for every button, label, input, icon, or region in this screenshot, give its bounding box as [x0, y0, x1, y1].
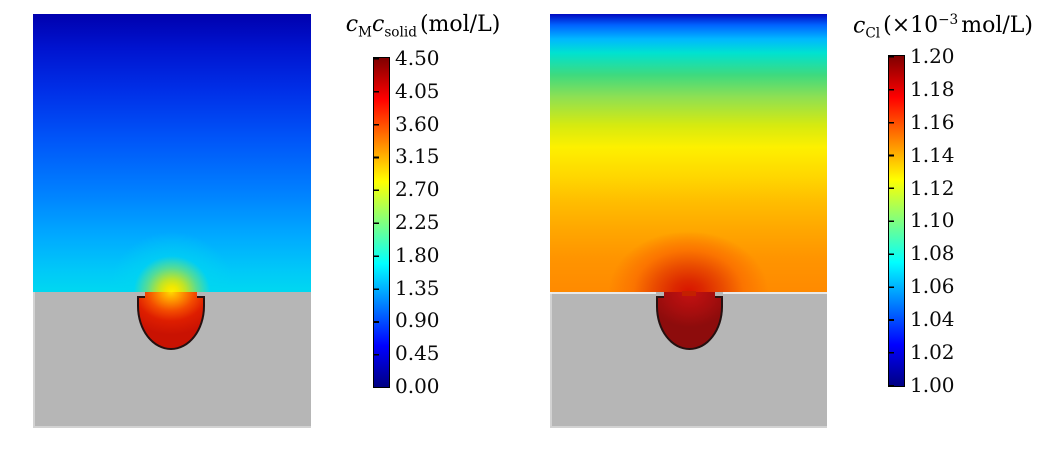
- colorbar-tick-labels-right: 1.20 1.18 1.16 1.14 1.12 1.10 1.08 1.06 1.04 1.02…: [910, 46, 970, 395]
- colorbar-tick-label: 1.06: [910, 274, 955, 299]
- colorbar-tick-label: 1.14: [910, 142, 955, 167]
- unit-label: mol/L): [961, 13, 1033, 39]
- subscript-solid: solid: [384, 24, 417, 41]
- colorbar-left: [373, 57, 390, 388]
- colorbar-tick-label: 1.04: [910, 307, 955, 332]
- colorbar-tick-label: 1.10: [910, 208, 955, 233]
- colorbar-tick-label: 1.08: [910, 241, 955, 266]
- colorbar-title-left: cMcsolid (mol/L): [325, 12, 521, 40]
- right-heatmap-panel: [550, 14, 827, 428]
- scale-prefix: (×10: [883, 13, 939, 39]
- colorbar-tick-label: 4.05: [395, 78, 440, 103]
- colorbar-tick-label: 0.00: [395, 373, 440, 398]
- symbol-c: c: [345, 12, 359, 37]
- pit-lip-left: [137, 292, 145, 298]
- symbol-c: c: [853, 13, 866, 39]
- colorbar-group-right: cCl (×10−3 mol/L) 1.20 1.18 1.16 1.14 1.12 1.10…: [838, 10, 1048, 410]
- colorbar-group-left: cMcsolid (mol/L) 4.50 4.05 3.60 3.15 2.70 2.25…: [325, 10, 521, 410]
- subscript-Cl: Cl: [865, 25, 881, 42]
- colorbar-tick-label: 3.15: [395, 144, 440, 169]
- colorbar-right: [888, 55, 905, 387]
- colorbar-tick-label: 0.90: [395, 308, 440, 333]
- colorbar-title-right: cCl (×10−3 mol/L): [838, 12, 1048, 42]
- colorbar-tick-label: 0.45: [395, 341, 440, 366]
- symbol-c: c: [371, 12, 385, 37]
- pit-lip-left: [656, 292, 664, 298]
- colorbar-tick-label: 1.80: [395, 242, 440, 267]
- colorbar-tick-label: 1.35: [395, 275, 440, 300]
- pit-lip-right: [715, 292, 723, 298]
- colorbar-tick-label: 4.50: [395, 46, 440, 70]
- left-heatmap-panel: [33, 14, 311, 428]
- exponent: −3: [938, 12, 959, 28]
- colorbar-tick-label: 2.70: [395, 177, 440, 202]
- unit-label: (mol/L): [419, 12, 501, 37]
- colorbar-tick-label: 1.02: [910, 340, 955, 365]
- colorbar-tick-labels-left: 4.50 4.05 3.60 3.15 2.70 2.25 1.80 1.35 0.90 0.45…: [395, 48, 455, 396]
- colorbar-tick-label: 1.18: [910, 76, 955, 101]
- pit-mouth-bridge: [682, 291, 696, 296]
- subscript-M: M: [358, 24, 372, 41]
- colorbar-tick-label: 1.16: [910, 109, 955, 134]
- pit-mouth-glow-left: [33, 14, 311, 292]
- colorbar-tick-label: 2.25: [395, 209, 440, 234]
- colorbar-tick-label: 1.00: [910, 372, 955, 397]
- colorbar-tick-label: 1.20: [910, 44, 955, 68]
- pit-lip-right: [197, 292, 205, 298]
- electrolyte-field-left: [33, 14, 311, 292]
- colorbar-tick-label: 1.12: [910, 175, 955, 200]
- colorbar-tick-label: 3.60: [395, 111, 440, 136]
- pit-mouth-glow-right: [550, 14, 827, 292]
- electrolyte-field-right: [550, 14, 827, 292]
